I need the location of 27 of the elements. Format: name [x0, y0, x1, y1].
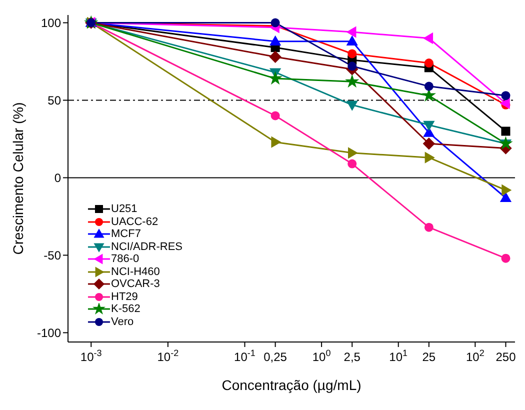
y-tick-label: 100 [40, 16, 62, 30]
x-tick-label: 250 [496, 350, 516, 364]
x-tick-label: 10$^{1}$ [389, 348, 408, 364]
y-tick-label: 0 [54, 170, 62, 185]
y-axis-title: Crescimento Celular (%) [10, 102, 26, 255]
legend-label: MCF7 [111, 228, 141, 240]
legend-label: K-562 [111, 303, 140, 316]
legend-label: UACC-62 [111, 216, 158, 228]
x-tick-label: 10$^{-1}$ [234, 348, 256, 364]
legend-label: Vero [111, 316, 134, 328]
y-tick-label: -100 [36, 326, 62, 340]
x-tick-label: 25 [422, 350, 436, 364]
legend-label: NCI/ADR-RES [111, 240, 183, 253]
legend-label: HT29 [111, 290, 138, 303]
y-tick-label: 50 [48, 93, 62, 108]
legend-label: U251 [111, 203, 138, 216]
x-tick-label: 2,5 [344, 350, 361, 364]
legend-label: NCI-H460 [111, 266, 160, 278]
x-axis-title: Concentração (µg/mL) [222, 377, 362, 393]
x-tick-label: 10$^{0}$ [312, 348, 331, 364]
legend-label: 786-0 [111, 253, 140, 266]
x-tick-label: 10$^{-2}$ [157, 348, 179, 364]
legend-label: OVCAR-3 [111, 278, 160, 290]
y-tick-label: -50 [44, 248, 62, 262]
x-tick-label: 10$^{-3}$ [80, 348, 102, 364]
x-tick-label: 0,25 [264, 350, 288, 364]
x-tick-label: 10$^{2}$ [466, 348, 484, 364]
